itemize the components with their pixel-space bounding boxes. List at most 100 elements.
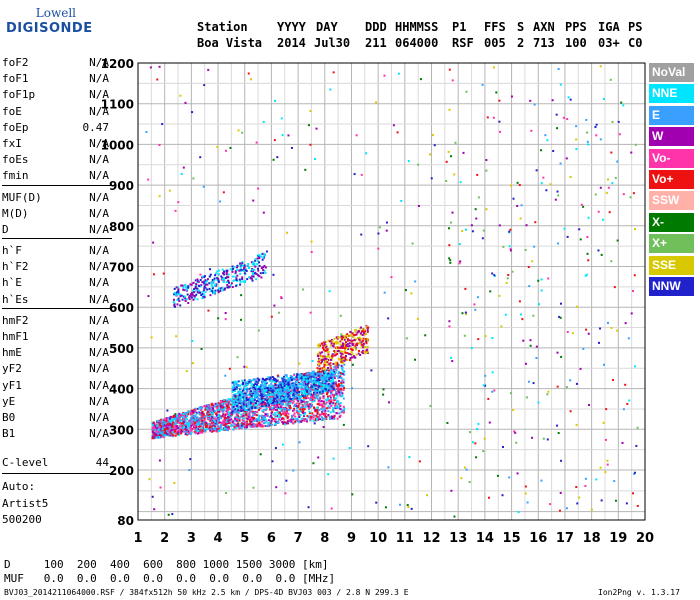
echo-point: [228, 419, 231, 422]
scaled-parameters: foF2 N/A foF1 N/A foF1p N/A foE N/A foEp 0.47 fxI N…: [2, 55, 112, 442]
echo-point: [280, 405, 283, 408]
echo-point: [328, 390, 331, 393]
echo-point: [191, 423, 194, 426]
echo-point: [357, 330, 360, 333]
noise-point: [518, 184, 521, 187]
echo-point: [177, 291, 180, 294]
x-tick-label: 2: [160, 531, 169, 546]
echo-point: [316, 403, 319, 406]
echo-point: [300, 420, 303, 423]
echo-point: [298, 375, 301, 378]
echo-point: [200, 413, 203, 416]
echo-point: [185, 286, 188, 289]
echo-point: [325, 415, 328, 418]
echo-point: [192, 298, 195, 301]
noise-point: [257, 329, 260, 332]
echo-point: [173, 287, 176, 290]
echo-point: [151, 423, 154, 426]
echo-point: [182, 427, 185, 430]
param-value: N/A: [89, 313, 109, 327]
echo-point: [185, 425, 188, 428]
noise-point: [586, 140, 589, 143]
echo-point: [252, 419, 255, 422]
noise-point: [607, 186, 610, 189]
echo-point: [243, 417, 246, 420]
echo-point: [186, 426, 189, 429]
echo-point: [333, 368, 336, 371]
echo-point: [351, 332, 354, 335]
echo-point: [272, 407, 275, 410]
echo-point: [311, 412, 314, 415]
echo-point: [269, 406, 272, 409]
noise-point: [207, 309, 210, 312]
x-tick-label: 10: [369, 531, 387, 546]
noise-point: [292, 469, 295, 472]
noise-point: [273, 304, 276, 307]
echo-point: [156, 420, 159, 423]
echo-point: [239, 283, 242, 286]
echo-point: [177, 418, 180, 421]
noise-point: [255, 141, 258, 144]
echo-point: [242, 280, 245, 283]
echo-point: [157, 435, 160, 438]
x-tick-label: 3: [187, 531, 196, 546]
echo-point: [329, 411, 332, 414]
echo-point: [270, 382, 273, 385]
param-row: foEp 0.47: [2, 120, 112, 136]
echo-point: [194, 413, 197, 416]
header-value: 713: [533, 36, 555, 50]
echo-point: [272, 417, 275, 420]
header-value: 100: [565, 36, 587, 50]
echo-point: [193, 408, 196, 411]
noise-point: [199, 273, 202, 276]
echo-point: [260, 386, 263, 389]
echo-point: [347, 342, 350, 345]
echo-point: [229, 415, 232, 418]
echo-point: [162, 419, 165, 422]
noise-point: [493, 274, 496, 277]
echo-point: [328, 399, 331, 402]
echo-point: [248, 412, 251, 415]
echo-point: [265, 420, 268, 423]
echo-point: [160, 434, 163, 437]
echo-point: [199, 428, 202, 431]
noise-point: [202, 185, 205, 188]
echo-point: [294, 415, 297, 418]
echo-point: [336, 352, 339, 355]
noise-point: [549, 503, 552, 506]
noise-point: [477, 338, 480, 341]
echo-point: [323, 365, 326, 368]
echo-point: [201, 420, 204, 423]
noise-point: [417, 163, 420, 166]
echo-point: [163, 421, 166, 424]
echo-point: [316, 411, 319, 414]
echo-point: [271, 380, 274, 383]
echo-point: [325, 355, 328, 358]
logo-lowell: Lowell: [35, 6, 76, 20]
echo-point: [228, 408, 231, 411]
echo-point: [173, 427, 176, 430]
noise-point: [448, 257, 451, 260]
echo-point: [243, 401, 246, 404]
param-row: M(D) N/A: [2, 206, 112, 222]
echo-point: [199, 279, 202, 282]
noise-point: [385, 229, 388, 232]
noise-point: [153, 508, 156, 511]
echo-point: [180, 284, 183, 287]
echo-point: [274, 387, 277, 390]
echo-point: [260, 423, 263, 426]
echo-point: [161, 432, 164, 435]
echo-point: [186, 418, 189, 421]
echo-point: [204, 291, 207, 294]
param-row: fmin N/A: [2, 168, 112, 184]
noise-point: [476, 296, 479, 299]
echo-point: [252, 402, 255, 405]
param-row: foF1p N/A: [2, 87, 112, 103]
echo-point: [188, 298, 191, 301]
echo-point: [213, 427, 216, 430]
echo-point: [314, 408, 317, 411]
echo-point: [190, 420, 193, 423]
echo-point: [229, 284, 232, 287]
echo-point: [239, 416, 242, 419]
param-row: hmF2 N/A: [2, 313, 112, 329]
